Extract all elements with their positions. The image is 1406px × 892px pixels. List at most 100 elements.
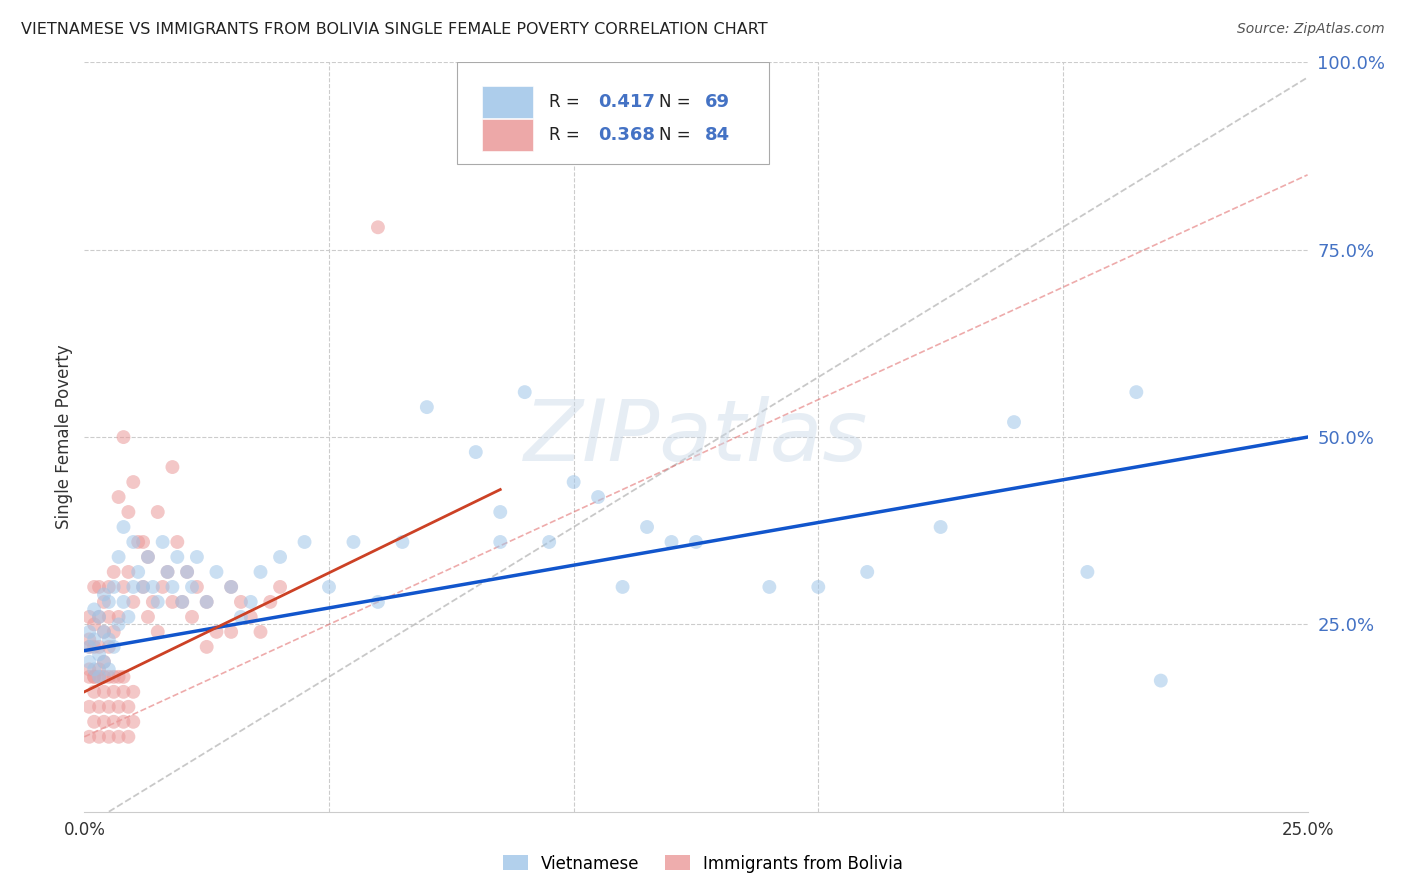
Point	[367, 220, 389, 235]
Point	[367, 595, 389, 609]
Point	[195, 595, 218, 609]
Point	[77, 640, 100, 654]
Point	[489, 535, 512, 549]
Point	[83, 670, 105, 684]
Point	[97, 699, 120, 714]
Point	[77, 670, 100, 684]
Point	[107, 490, 129, 504]
Point	[107, 610, 129, 624]
Point	[117, 699, 139, 714]
Point	[127, 565, 149, 579]
Point	[77, 640, 100, 654]
Point	[181, 580, 204, 594]
Point	[107, 617, 129, 632]
Point	[122, 535, 145, 549]
Point	[205, 624, 228, 639]
Point	[112, 580, 135, 594]
Point	[83, 580, 105, 594]
Point	[562, 475, 585, 489]
Point	[83, 640, 105, 654]
Point	[142, 595, 165, 609]
Point	[83, 617, 105, 632]
Point	[391, 535, 413, 549]
Point	[103, 670, 125, 684]
Point	[1150, 673, 1173, 688]
Point	[87, 610, 110, 624]
Point	[146, 595, 169, 609]
Point	[269, 549, 291, 564]
Point	[87, 670, 110, 684]
Point	[489, 505, 512, 519]
Point	[142, 580, 165, 594]
Text: 84: 84	[704, 126, 730, 145]
Point	[77, 662, 100, 676]
Text: Source: ZipAtlas.com: Source: ZipAtlas.com	[1237, 22, 1385, 37]
Point	[156, 565, 179, 579]
Point	[83, 714, 105, 729]
Point	[122, 580, 145, 594]
Point	[107, 670, 129, 684]
Point	[93, 655, 115, 669]
Point	[152, 535, 174, 549]
Point	[93, 587, 115, 601]
Point	[176, 565, 198, 579]
Point	[807, 580, 830, 594]
Point	[294, 535, 316, 549]
Text: N =: N =	[659, 126, 690, 145]
Point	[77, 699, 100, 714]
Point	[83, 685, 105, 699]
Point	[172, 595, 194, 609]
Point	[162, 580, 184, 594]
Point	[205, 565, 228, 579]
Point	[186, 580, 208, 594]
Point	[87, 699, 110, 714]
Point	[112, 595, 135, 609]
Point	[93, 655, 115, 669]
Point	[77, 624, 100, 639]
Point	[112, 714, 135, 729]
Point	[612, 580, 634, 594]
Point	[83, 662, 105, 676]
Point	[83, 602, 105, 616]
Point	[117, 505, 139, 519]
Point	[93, 624, 115, 639]
Point	[342, 535, 364, 549]
Point	[1002, 415, 1025, 429]
Point	[166, 549, 188, 564]
Point	[146, 505, 169, 519]
Point	[83, 670, 105, 684]
Point	[132, 580, 155, 594]
Text: 0.417: 0.417	[598, 93, 655, 112]
Point	[93, 595, 115, 609]
Point	[661, 535, 683, 549]
Point	[152, 580, 174, 594]
Text: 69: 69	[704, 93, 730, 112]
Point	[136, 610, 159, 624]
Point	[636, 520, 658, 534]
Point	[239, 595, 262, 609]
Point	[97, 632, 120, 647]
Point	[107, 730, 129, 744]
Point	[195, 595, 218, 609]
Y-axis label: Single Female Poverty: Single Female Poverty	[55, 345, 73, 529]
Point	[856, 565, 879, 579]
Point	[229, 595, 252, 609]
Point	[318, 580, 340, 594]
Point	[249, 624, 271, 639]
FancyBboxPatch shape	[482, 120, 533, 151]
Point	[103, 624, 125, 639]
Point	[176, 565, 198, 579]
Point	[93, 624, 115, 639]
Point	[538, 535, 561, 549]
Point	[122, 595, 145, 609]
Point	[97, 670, 120, 684]
Point	[107, 549, 129, 564]
Text: N =: N =	[659, 93, 690, 112]
Point	[239, 610, 262, 624]
Point	[87, 580, 110, 594]
Point	[77, 610, 100, 624]
Point	[259, 595, 281, 609]
FancyBboxPatch shape	[457, 62, 769, 163]
Point	[464, 445, 486, 459]
Point	[929, 520, 952, 534]
